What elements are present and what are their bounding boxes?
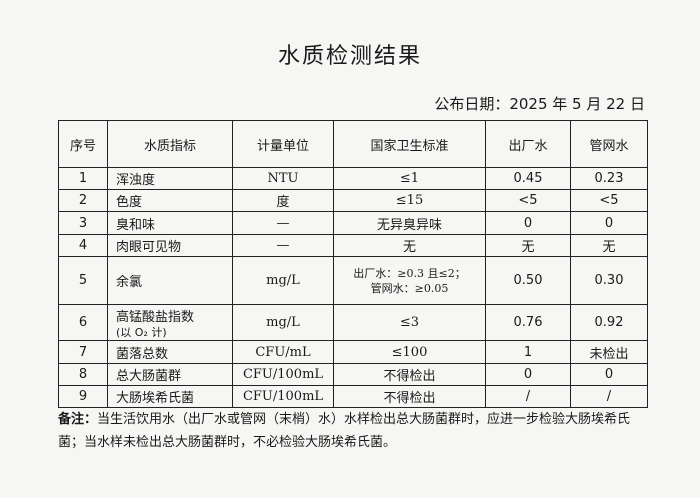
- table-row: 5 余氯 mg/L 出厂水：≥0.3 且≤2； 管网水：≥0.05 0.50 0.…: [58, 256, 648, 305]
- item-name: 肉眼可见物: [116, 240, 182, 255]
- table-row: 2 色度 度 ≤15 <5 <5: [58, 189, 648, 212]
- indicator-cell: 菌落总数: [107, 340, 233, 364]
- table-row: 6 高锰酸盐指数 (以 O₂ 计) mg/L ≤3 0.76 0.92: [58, 304, 648, 341]
- standard-cell: 无: [333, 234, 486, 257]
- standard-cell: 出厂水：≥0.3 且≤2； 管网水：≥0.05: [333, 256, 486, 305]
- network-water-cell: 0.23: [570, 167, 648, 190]
- header-cell: 管网水: [570, 120, 648, 168]
- standard-value: 无: [402, 240, 416, 255]
- standard-cell: ≤100: [333, 340, 486, 364]
- plant-water-cell: 0.50: [485, 256, 571, 305]
- standard-cell: 不得检出: [333, 363, 486, 386]
- table-row: 4 肉眼可见物 — 无 无 无: [58, 234, 648, 257]
- network-water-cell: <5: [570, 189, 648, 212]
- table-row: 7 菌落总数 CFU/mL ≤100 1 未检出: [58, 340, 648, 364]
- standard-cell: 不得检出: [333, 385, 486, 408]
- footnote: 备注：当生活饮用水（出厂水或管网（末梢）水）水样检出总大肠菌群时，应进一步检验大…: [58, 408, 653, 454]
- network-water-cell: 0: [570, 363, 648, 386]
- item-name: 臭和味: [116, 217, 156, 233]
- standard-value: 不得检出: [383, 391, 436, 406]
- network-water-cell: 0.92: [570, 304, 648, 341]
- standard-line: 管网水：≥0.05: [370, 281, 449, 295]
- item-name: 高锰酸盐指数: [116, 309, 195, 325]
- network-water-cell: 0.30: [570, 256, 648, 305]
- item-subnote: (以 O₂ 计): [116, 325, 167, 339]
- table-row: 8 总大肠菌群 CFU/100mL 不得检出 0 0: [58, 363, 648, 386]
- indicator-cell: 总大肠菌群: [107, 363, 233, 386]
- item-name: 浑浊度: [116, 173, 156, 188]
- standard-cell: ≤15: [333, 189, 486, 212]
- document-title: 水质检测结果: [277, 44, 422, 69]
- table-row: 3 臭和味 — 无异臭异味 0 0: [58, 211, 648, 235]
- row-number: 9: [58, 385, 108, 408]
- unit-cell: mg/L: [232, 304, 334, 341]
- indicator-cell: 色度: [107, 189, 233, 212]
- unit-cell: mg/L: [232, 256, 334, 305]
- row-number: 2: [58, 189, 108, 212]
- item-name: 大肠埃希氏菌: [116, 391, 195, 406]
- standard-value: ≤100: [391, 344, 428, 360]
- standard-value: 无异臭异味: [376, 217, 442, 233]
- header-cell: 序号: [58, 120, 108, 168]
- row-number: 8: [58, 363, 108, 386]
- plant-water-cell: 0.45: [485, 167, 571, 190]
- standard-cell: ≤3: [333, 304, 486, 341]
- row-number: 1: [58, 167, 108, 190]
- network-water-cell: 未检出: [570, 340, 648, 364]
- header-cell: 出厂水: [485, 120, 571, 168]
- item-name: 菌落总数: [116, 346, 169, 362]
- standard-value: ≤15: [395, 193, 424, 208]
- unit-cell: —: [232, 211, 334, 235]
- indicator-cell: 浑浊度: [107, 167, 233, 190]
- unit-cell: CFU/100mL: [232, 363, 334, 386]
- standard-value: ≤1: [399, 171, 420, 186]
- unit-cell: —: [232, 234, 334, 257]
- header-cell: 国家卫生标准: [333, 120, 486, 168]
- results-table: 序号 水质指标 计量单位 国家卫生标准 出厂水 管网水 1 浑浊度 NTU ≤1…: [58, 120, 648, 408]
- item-name: 总大肠菌群: [116, 369, 182, 384]
- row-number: 6: [58, 304, 108, 341]
- plant-water-cell: /: [485, 385, 571, 408]
- indicator-cell: 大肠埃希氏菌: [107, 385, 233, 408]
- unit-cell: 度: [232, 189, 334, 212]
- footnote-text: 当生活饮用水（出厂水或管网（末梢）水）水样检出总大肠菌群时，应进一步检验大肠埃希…: [58, 412, 631, 450]
- table-row: 9 大肠埃希氏菌 CFU/100mL 不得检出 / /: [58, 385, 648, 408]
- row-number: 7: [58, 340, 108, 364]
- standard-value: 不得检出: [383, 369, 436, 384]
- publish-date: 公布日期：2025 年 5 月 22 日: [434, 95, 645, 113]
- standard-value: ≤3: [399, 315, 420, 330]
- unit-cell: NTU: [232, 167, 334, 190]
- network-water-cell: 0: [570, 211, 648, 235]
- indicator-cell: 臭和味: [107, 211, 233, 235]
- item-name: 色度: [116, 195, 143, 210]
- table-header-row: 序号 水质指标 计量单位 国家卫生标准 出厂水 管网水: [58, 120, 648, 168]
- indicator-cell: 余氯: [107, 256, 233, 305]
- footnote-label: 备注：: [58, 412, 98, 427]
- standard-cell: ≤1: [333, 167, 486, 190]
- plant-water-cell: 0: [485, 363, 571, 386]
- indicator-cell: 肉眼可见物: [107, 234, 233, 257]
- header-cell: 水质指标: [107, 120, 233, 168]
- standard-cell: 无异臭异味: [333, 211, 486, 235]
- indicator-cell: 高锰酸盐指数 (以 O₂ 计): [107, 304, 233, 341]
- plant-water-cell: 1: [485, 340, 571, 364]
- row-number: 5: [58, 256, 108, 305]
- unit-cell: CFU/100mL: [232, 385, 334, 408]
- plant-water-cell: <5: [485, 189, 571, 212]
- network-water-cell: /: [570, 385, 648, 408]
- item-name: 余氯: [116, 275, 143, 290]
- unit-cell: CFU/mL: [232, 340, 334, 364]
- header-cell: 计量单位: [232, 120, 334, 168]
- row-number: 4: [58, 234, 108, 257]
- plant-water-cell: 0.76: [485, 304, 571, 341]
- plant-water-cell: 无: [485, 234, 571, 257]
- table-row: 1 浑浊度 NTU ≤1 0.45 0.23: [58, 167, 648, 190]
- standard-line: 出厂水：≥0.3 且≤2；: [353, 266, 466, 280]
- row-number: 3: [58, 211, 108, 235]
- network-water-cell: 无: [570, 234, 648, 257]
- plant-water-cell: 0: [485, 211, 571, 235]
